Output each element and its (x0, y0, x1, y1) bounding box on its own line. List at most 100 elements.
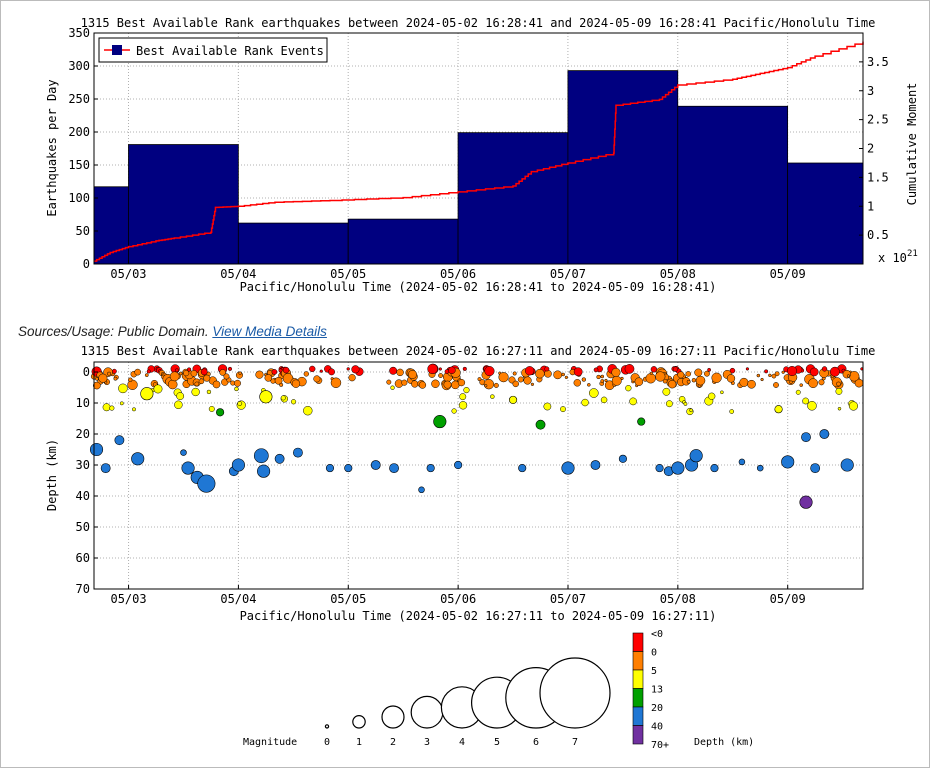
shallow-event-point (191, 387, 200, 397)
shallow-event-point (645, 373, 656, 384)
shallow-event-point (756, 373, 761, 378)
shallow-event-point (799, 383, 803, 387)
depth-class-label: 5 (651, 666, 657, 677)
shallow-event-point (634, 377, 644, 386)
histogram-title: 1315 Best Available Rank earthquakes bet… (81, 16, 876, 30)
earthquake-point (561, 461, 575, 475)
histogram-y2-label: Cumulative Moment (905, 83, 919, 206)
shallow-event-point (821, 366, 828, 372)
shallow-event-point (683, 402, 688, 406)
shallow-event-point (431, 379, 440, 388)
shallow-event-point (132, 407, 136, 412)
histogram-bar (128, 144, 239, 265)
magnitude-value-label: 3 (424, 737, 430, 748)
scatter-axes-frame (93, 361, 864, 590)
shallow-event-point (560, 406, 566, 413)
earthquake-point (637, 417, 646, 426)
histogram-x-ticks: 05/03 05/04 05/05 05/06 05/07 05/08 05/09 (110, 260, 806, 281)
shallow-event-point (837, 406, 842, 411)
earthquake-point (89, 442, 104, 457)
histogram-legend: Best Available Rank Events (98, 37, 328, 63)
histogram-bar (93, 186, 129, 265)
shallow-event-point (625, 385, 632, 392)
shallow-event-point (729, 367, 736, 374)
magnitude-circle (324, 724, 330, 729)
view-media-details-link[interactable]: View Media Details (212, 324, 327, 339)
shallow-event-point (458, 401, 468, 410)
shallow-event-point (319, 369, 323, 373)
shallow-event-point (695, 375, 706, 386)
earthquake-point (738, 458, 746, 466)
shallow-event-point (443, 380, 452, 389)
scatter-y-tick-label: 60 (76, 551, 90, 565)
shallow-event-point (348, 374, 356, 382)
earthquake-point (655, 464, 664, 473)
scatter-y-tick-label: 50 (76, 520, 90, 534)
shallow-event-point (227, 366, 233, 371)
histogram-y2-multiplier: x 10 (878, 251, 907, 265)
earthquake-point (418, 486, 425, 494)
shallow-event-point (282, 373, 294, 384)
earthquake-point (618, 454, 627, 463)
shallow-event-point (650, 366, 658, 373)
shallow-event-point (186, 367, 192, 372)
shallow-event-point (98, 373, 108, 383)
earthquake-point (518, 464, 527, 473)
earthquake-point (774, 405, 783, 414)
shallow-event-point (194, 381, 200, 387)
shallow-event-point (219, 369, 227, 376)
shallow-event-point (573, 379, 582, 387)
scatter-points (89, 387, 854, 509)
shallow-event-point (703, 370, 710, 377)
shallow-event-point (789, 380, 793, 384)
magnitude-label: Magnitude (243, 737, 297, 748)
histogram-y-tick-label: 0 (83, 257, 90, 271)
shallow-event-point (818, 379, 825, 386)
shallow-event-point (490, 394, 495, 399)
shallow-event-point (278, 368, 283, 373)
earthquake-point (781, 455, 795, 469)
shallow-event-point (198, 378, 205, 385)
scatter-y-label: Depth (km) (45, 439, 59, 511)
histogram-x-tick-label: 05/06 (440, 267, 476, 281)
shallow-event-point (102, 403, 111, 412)
scatter-x-tick-label: 05/04 (220, 592, 256, 606)
depth-class-label: <0 (651, 629, 663, 640)
shallow-event-point (686, 379, 691, 384)
shallow-event-point (611, 367, 621, 377)
earthquake-point (756, 464, 764, 472)
shallow-event-point (493, 382, 499, 388)
depth-label: Depth (km) (694, 737, 754, 748)
scatter-y-tick-label: 40 (76, 489, 90, 503)
scatter-x-tick-label: 05/05 (330, 592, 366, 606)
shallow-event-point (408, 370, 417, 379)
scatter-x-tick-label: 05/07 (550, 592, 586, 606)
depth-color-swatch (632, 725, 644, 745)
shallow-event-point (611, 375, 622, 386)
histogram-y-tick-label: 250 (68, 92, 90, 106)
depth-color-swatch (632, 706, 644, 726)
shallow-event-point (774, 371, 780, 377)
shallow-event-point (802, 397, 810, 405)
shallow-event-point (564, 375, 568, 380)
histogram-y-ticks: 0 50 100 150 200 250 300 350 (68, 26, 98, 271)
shallow-event-point (178, 371, 183, 376)
shallow-event-point (119, 401, 124, 406)
shallow-event-point (290, 399, 297, 405)
earthquake-point (535, 419, 546, 430)
shallow-event-point (238, 371, 242, 375)
shallow-event-point (234, 379, 241, 387)
histogram-bar (237, 222, 349, 265)
magnitude-legend: 0 1 2 3 4 5 6 7 (324, 657, 611, 748)
scatter-y-tick-label: 0 (83, 365, 90, 379)
shallow-event-point (176, 392, 185, 401)
shallow-event-point (535, 368, 545, 379)
earthquake-point (810, 463, 821, 474)
shallow-event-point (303, 405, 313, 416)
shallow-event-point (729, 409, 735, 414)
earthquake-point (325, 464, 335, 473)
shallow-event-point (512, 371, 517, 376)
depth-class-label: 0 (651, 648, 657, 659)
shallow-event-point (581, 398, 589, 407)
shallow-event-point (848, 401, 859, 411)
